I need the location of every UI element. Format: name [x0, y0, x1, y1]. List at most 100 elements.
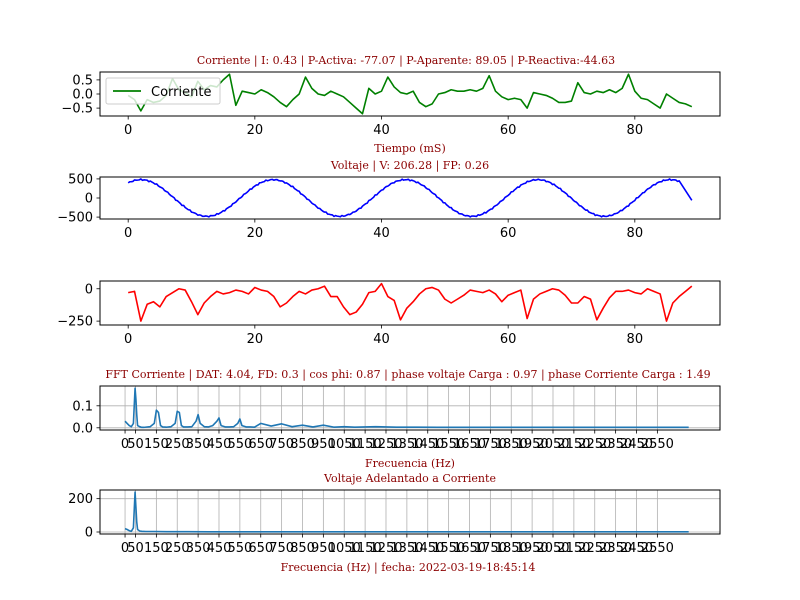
x-tick-label: 450: [207, 437, 232, 452]
fft-voltaje-xlabel: Frecuencia (Hz) | fecha: 2022-03-19-18:4…: [281, 561, 536, 575]
x-tick-label: 40: [373, 332, 390, 347]
fft-voltaje-grid: [100, 490, 720, 534]
x-tick-label: 650: [248, 437, 273, 452]
x-tick-label: 0: [124, 332, 132, 347]
x-tick-label: 40: [373, 123, 390, 138]
x-tick-label: 1250: [369, 541, 402, 556]
x-tick-label: 850: [290, 437, 315, 452]
series-line: [127, 178, 693, 218]
legend-frame: [105, 77, 221, 105]
x-tick-label: 1350: [390, 437, 423, 452]
x-tick-label: 0: [124, 123, 132, 138]
x-tick-label: 1750: [474, 541, 507, 556]
subplot-corriente: Corriente | I: 0.43 | P-Activa: -77.07 |…: [61, 54, 721, 155]
x-tick-label: 1550: [432, 541, 465, 556]
x-tick-label: 2350: [599, 541, 632, 556]
x-tick-label: 350: [186, 541, 211, 556]
y-tick-label: −500: [57, 211, 93, 226]
fft-voltaje-y-ticks: 0 200: [68, 492, 100, 541]
voltaje-x-ticks: 0 20 40 60 80: [124, 219, 643, 241]
x-tick-label: 2550: [641, 541, 674, 556]
fft-corriente-series: [124, 387, 689, 429]
x-tick-label: 1050: [328, 541, 361, 556]
legend-label-corriente: Corriente: [151, 85, 211, 100]
subplot-potencia: 0 20 40 60 80 −250 0: [57, 280, 721, 347]
x-tick-label: 20: [247, 123, 264, 138]
series-line: [124, 491, 689, 533]
corriente-y-ticks: −0.50.00.5: [61, 73, 100, 117]
x-tick-label: 250: [165, 541, 190, 556]
x-tick-label: 50: [127, 437, 144, 452]
series-line: [124, 387, 689, 429]
fft-voltaje-x-ticks: 050 1502503504505506507508509501050115012…: [121, 534, 674, 556]
x-tick-label: 2050: [536, 437, 569, 452]
fft-voltaje-axes-frame: [99, 489, 721, 535]
fft-corriente-title: FFT Corriente | DAT: 4.04, FD: 0.3 | cos…: [105, 368, 710, 382]
potencia-y-ticks: −250 0: [57, 282, 100, 330]
x-tick-label: 1050: [328, 437, 361, 452]
y-tick-label: 0.0: [72, 88, 93, 103]
fft-voltaje-series: [124, 491, 689, 533]
x-tick-label: 2050: [536, 541, 569, 556]
y-tick-label: 0: [85, 526, 93, 541]
fft-corriente-y-ticks: 0.00.1: [72, 399, 100, 436]
subplot-fft-voltaje: Voltaje Adelantado a Corriente 050 150250…: [68, 472, 721, 575]
x-tick-label: 20: [247, 332, 264, 347]
x-tick-label: 60: [500, 226, 517, 241]
x-tick-label: 650: [248, 541, 273, 556]
x-tick-label: 1750: [474, 437, 507, 452]
x-tick-label: 2150: [557, 437, 590, 452]
series-line: [128, 282, 693, 322]
x-tick-label: 1950: [516, 541, 549, 556]
x-tick-label: 40: [373, 226, 390, 241]
x-tick-label: 60: [500, 123, 517, 138]
x-tick-label: 450: [207, 541, 232, 556]
x-tick-label: 150: [144, 541, 169, 556]
y-tick-label: 0.5: [72, 73, 93, 88]
x-tick-label: 1650: [453, 541, 486, 556]
x-tick-label: 2350: [599, 437, 632, 452]
x-tick-label: 950: [311, 541, 336, 556]
x-tick-label: 1150: [349, 437, 382, 452]
x-tick-label: 0: [121, 541, 129, 556]
x-tick-label: 150: [144, 437, 169, 452]
corriente-series: [127, 73, 693, 115]
y-tick-label: 500: [68, 172, 93, 187]
y-tick-label: 0: [85, 282, 93, 297]
x-tick-label: 2550: [641, 437, 674, 452]
x-tick-label: 550: [227, 541, 252, 556]
x-tick-label: 1450: [411, 437, 444, 452]
x-tick-label: 0: [124, 226, 132, 241]
potencia-axes-frame: [99, 280, 721, 326]
voltaje-series: [127, 178, 693, 218]
voltaje-y-ticks: −500 0 500: [57, 172, 100, 226]
x-tick-label: 1950: [516, 437, 549, 452]
x-tick-label: 2150: [557, 541, 590, 556]
x-tick-label: 1650: [453, 437, 486, 452]
y-tick-label: 0.1: [72, 399, 93, 414]
y-tick-label: −250: [57, 315, 93, 330]
fft-voltaje-title: Voltaje Adelantado a Corriente: [323, 472, 496, 485]
x-tick-label: 350: [186, 437, 211, 452]
potencia-series: [128, 282, 693, 322]
corriente-legend: Corriente: [105, 77, 221, 105]
x-tick-label: 750: [269, 437, 294, 452]
fft-corriente-x-ticks: 050 1502503504505506507508509501050115012…: [121, 430, 674, 452]
x-tick-label: 1550: [432, 437, 465, 452]
y-tick-label: 0.0: [72, 421, 93, 436]
fft-corriente-grid: [100, 386, 720, 430]
x-tick-label: 550: [227, 437, 252, 452]
x-tick-label: 60: [500, 332, 517, 347]
fft-corriente-xlabel: Frecuencia (Hz): [365, 457, 455, 470]
corriente-x-ticks: 0 20 40 60 80: [124, 116, 643, 138]
x-tick-label: 750: [269, 541, 294, 556]
x-tick-label: 1850: [495, 437, 528, 452]
voltaje-title: Voltaje | V: 206.28 | FP: 0.26: [330, 159, 489, 173]
x-tick-label: 250: [165, 437, 190, 452]
x-tick-label: 2450: [620, 437, 653, 452]
x-tick-label: 2450: [620, 541, 653, 556]
x-tick-label: 80: [627, 123, 644, 138]
x-tick-label: 1850: [495, 541, 528, 556]
x-tick-label: 2250: [578, 541, 611, 556]
